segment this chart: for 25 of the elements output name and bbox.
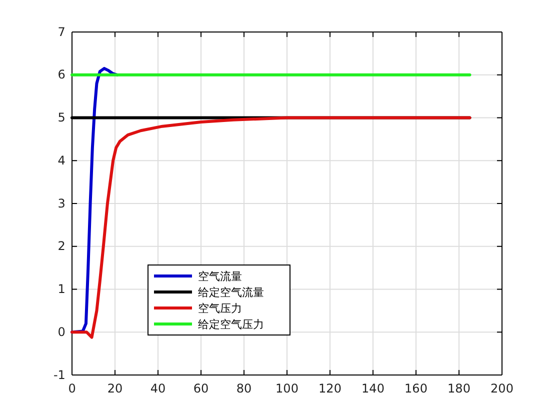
y-tick-label: -1 (53, 368, 66, 382)
y-tick-label: 7 (58, 24, 66, 39)
x-tick-label: 120 (318, 381, 342, 396)
x-tick-label: 160 (404, 381, 428, 396)
x-tick-label: 80 (236, 381, 252, 396)
x-tick-label: 180 (448, 381, 470, 396)
y-tick-label: 4 (58, 153, 66, 168)
y-tick-label: 1 (58, 282, 66, 296)
line-series (70, 116, 472, 339)
y-tick-label: 5 (58, 110, 66, 125)
y-tick-label: 2 (58, 239, 66, 254)
x-tick-label: 0 (68, 381, 76, 396)
x-tick-label: 40 (150, 381, 166, 396)
y-tick-label: 3 (58, 196, 66, 210)
y-tick-label: 6 (58, 68, 66, 82)
x-tick-label: 200 (490, 381, 514, 396)
y-tick-label: 0 (58, 324, 66, 339)
legend-label: 给定空气流量 (198, 286, 264, 299)
x-tick-label: 20 (107, 381, 123, 396)
legend-label: 空气压力 (198, 302, 242, 315)
x-tick-label: 140 (362, 381, 384, 396)
x-tick-label: 100 (276, 381, 298, 396)
legend-label: 空气流量 (198, 270, 242, 283)
legend-label: 给定空气压力 (198, 318, 264, 331)
x-tick-label: 60 (193, 381, 209, 396)
